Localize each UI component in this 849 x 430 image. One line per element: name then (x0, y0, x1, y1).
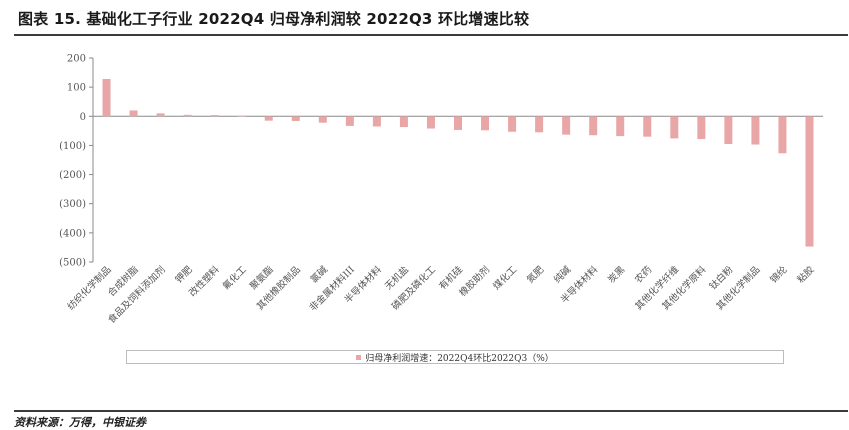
bar (291, 116, 300, 121)
bar (345, 116, 354, 126)
x-category-label: 氮肥 (524, 263, 546, 285)
bar (426, 116, 435, 129)
y-tick-label: (100) (59, 141, 86, 152)
y-tick-label: (300) (59, 199, 86, 210)
chart-legend: 归母净利润增速：2022Q4环比2022Q3（%） (126, 350, 784, 364)
x-category-label: 纺织化学制品 (65, 264, 114, 313)
x-category-label: 农药 (632, 264, 654, 286)
bar (372, 116, 381, 127)
bar (129, 110, 138, 117)
x-category-label: 氯碱 (308, 263, 330, 285)
x-category-label: 钾肥 (173, 263, 195, 285)
bar (697, 116, 706, 140)
bar-chart: 2001000(100)(200)(300)(400)(500)纺织化学制品合成… (59, 54, 823, 326)
source-note: 资料来源：万得，中银证券 (14, 416, 146, 429)
bar (508, 116, 517, 132)
y-tick-label: (500) (59, 258, 86, 269)
bar (751, 116, 760, 145)
x-category-label: 氟化工 (220, 263, 249, 292)
bar (102, 78, 111, 117)
bar (670, 116, 679, 139)
y-tick-label: (400) (59, 228, 86, 239)
bar (724, 116, 733, 144)
x-category-label: 改性塑料 (186, 263, 222, 299)
bar (237, 115, 246, 117)
bar (481, 116, 490, 131)
y-tick-label: 0 (80, 112, 86, 123)
footer-rule (14, 410, 848, 412)
bar (264, 116, 273, 121)
title-rule (14, 34, 848, 36)
legend-label: 归母净利润增速：2022Q4环比2022Q3（%） (365, 353, 554, 364)
x-category-label: 纯碱 (551, 263, 573, 285)
y-tick-label: 200 (67, 54, 86, 65)
bar (183, 114, 192, 117)
bar (399, 116, 408, 128)
bar (805, 116, 814, 247)
bar (643, 116, 652, 137)
bar (589, 116, 598, 136)
x-category-label: 炭黑 (606, 264, 628, 286)
chart-title: 图表 15. 基础化工子行业 2022Q4 归母净利润较 2022Q3 环比增速… (18, 10, 530, 28)
bar (778, 116, 787, 154)
x-category-label: 煤化工 (491, 263, 520, 292)
x-category-label: 粘胶 (795, 263, 817, 285)
bar (156, 113, 165, 117)
x-category-label: 橡胶助剂 (457, 264, 492, 299)
bar (454, 116, 462, 130)
bar (535, 116, 544, 133)
legend-swatch (356, 354, 362, 360)
x-category-label: 锦纶 (768, 263, 790, 285)
y-tick-label: (200) (59, 170, 86, 181)
bar (210, 115, 219, 117)
bar (318, 116, 327, 123)
y-tick-label: 100 (67, 83, 86, 94)
bar (616, 116, 625, 137)
bar (562, 116, 571, 135)
